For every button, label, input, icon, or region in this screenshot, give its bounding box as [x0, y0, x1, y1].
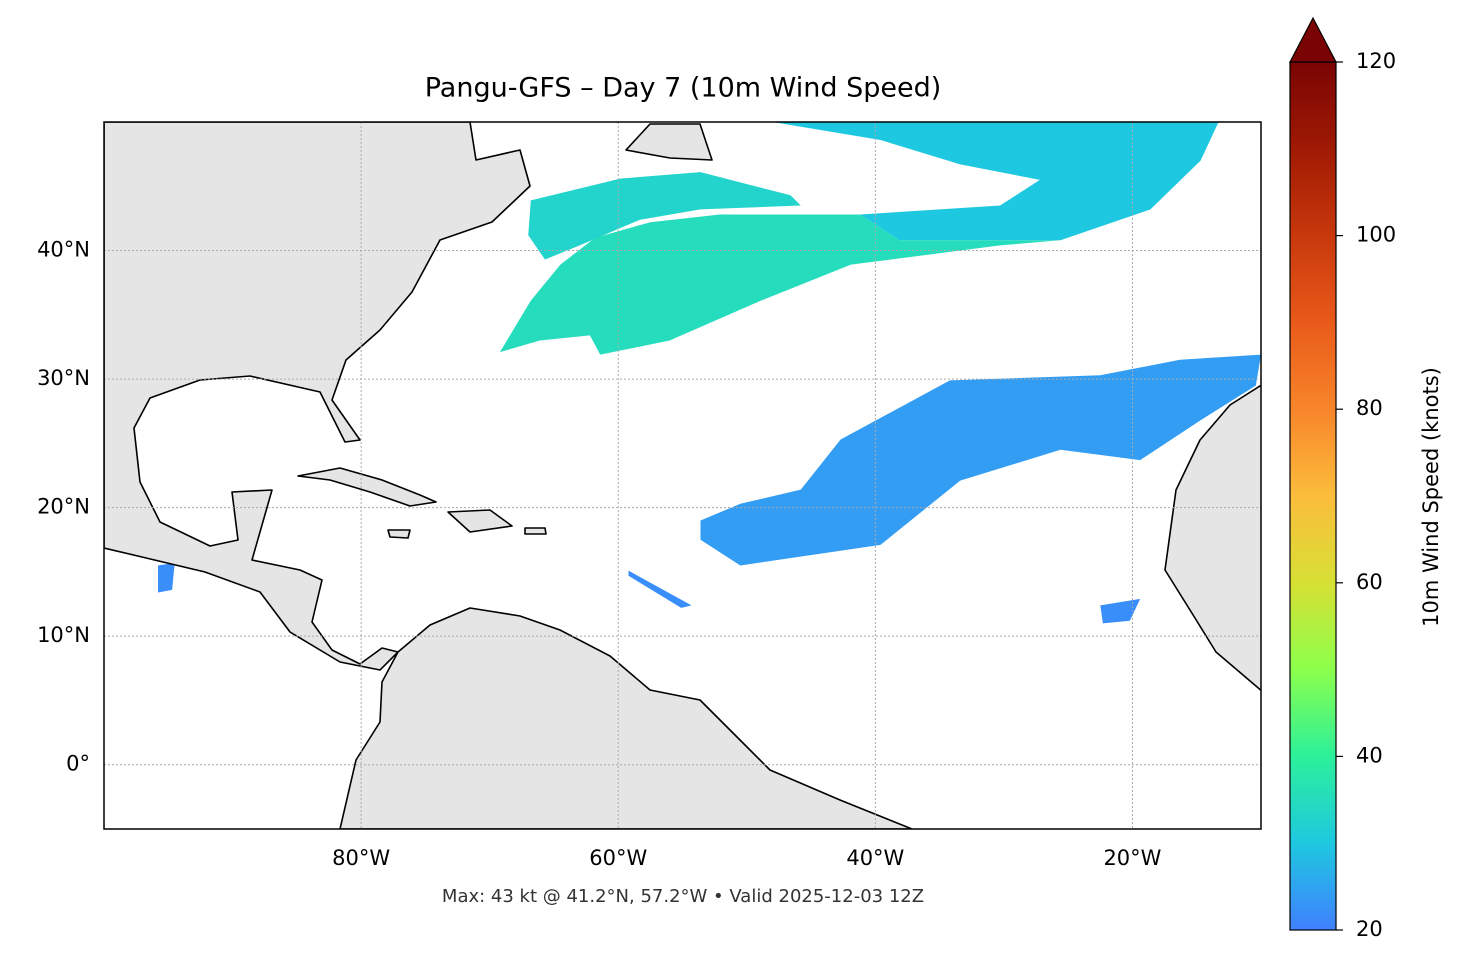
colorbar-tick-label: 120: [1356, 49, 1396, 73]
x-tick-label: 20°W: [1103, 846, 1161, 870]
north-america: [104, 122, 531, 671]
x-tick-label: 40°W: [846, 846, 904, 870]
wind-region: [700, 354, 1261, 566]
colorbar-ramp: [1289, 61, 1337, 931]
y-tick-label: 10°N: [37, 623, 90, 647]
wind-region: [157, 562, 175, 593]
map-area: [104, 122, 1261, 829]
colorbar-tick-label: 60: [1356, 570, 1383, 594]
cuba: [297, 467, 437, 507]
newfoundland: [625, 123, 713, 161]
wind-field: [157, 122, 1261, 624]
south-america: [339, 607, 913, 829]
africa: [1164, 384, 1261, 692]
wind-region: [499, 214, 1061, 355]
colorbar-tick-label: 80: [1356, 396, 1383, 420]
wind-region: [1100, 598, 1141, 624]
colorbar-extend: [1289, 16, 1337, 63]
wind-region: [528, 172, 801, 260]
map-frame: [103, 121, 1262, 830]
colorbar-tick-label: 100: [1356, 223, 1396, 247]
y-tick-label: 20°N: [37, 495, 90, 519]
y-tick-label: 40°N: [37, 238, 90, 262]
colorbar-label: 10m Wind Speed (knots): [1419, 367, 1443, 627]
x-tick-label: 80°W: [332, 846, 390, 870]
jamaica: [387, 529, 411, 539]
x-tick-label: 60°W: [589, 846, 647, 870]
land: [104, 122, 1261, 829]
chart-title: Pangu-GFS – Day 7 (10m Wind Speed): [425, 73, 942, 104]
y-tick-label: 0°: [66, 752, 90, 776]
graticule: [104, 122, 1261, 829]
y-tick-label: 30°N: [37, 366, 90, 390]
colorbar: 20 40 60 80 100 120: [1289, 16, 1396, 941]
hispaniola: [447, 509, 513, 533]
footnote: Max: 43 kt @ 41.2°N, 57.2°W • Valid 2025…: [442, 886, 924, 907]
wind-region: [628, 570, 692, 608]
axes: 80°W 60°W 40°W 20°W 0° 10°N 20°N 30°N 40°N: [37, 238, 1162, 870]
puerto-rico: [524, 527, 547, 535]
wind-region: [772, 122, 1219, 241]
colorbar-tick-label: 20: [1356, 917, 1383, 941]
colorbar-tick-label: 40: [1356, 743, 1383, 767]
